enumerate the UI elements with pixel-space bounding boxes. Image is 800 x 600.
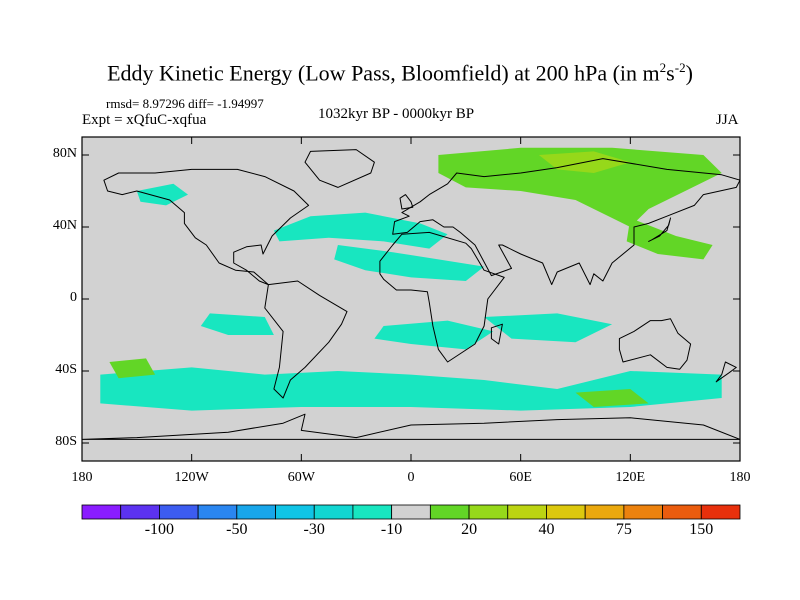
colorbar-label: -100: [144, 521, 175, 538]
title-end: ): [685, 60, 693, 86]
period-label: 1032kyr BP - 0000kyr BP: [318, 106, 475, 122]
coastline-antarctica: [82, 413, 740, 440]
coastline-uk: [399, 194, 414, 210]
coastline-south-america: [264, 280, 348, 399]
title-text: Eddy Kinetic Energy (Low Pass, Bloomfiel…: [107, 60, 660, 86]
title-mid: s: [666, 60, 675, 86]
region-south-indian-positive: [575, 389, 649, 407]
stats-label: rmsd= 8.97296 diff= -1.94997: [106, 96, 264, 111]
colorbar-label: 20: [461, 521, 478, 538]
colorbar-swatch: [662, 504, 702, 520]
colorbar-swatch: [275, 504, 315, 520]
region-east-asia-extension: [626, 218, 713, 260]
colorbar-swatch: [507, 504, 547, 520]
coastline-greenland: [304, 149, 375, 188]
region-north-pacific-anomaly: [136, 183, 188, 206]
y-tick-label: 40N: [52, 218, 77, 233]
colorbar-label: 40: [538, 521, 555, 538]
coastline-new-zealand: [715, 361, 737, 383]
region-north-atlantic-band: [273, 212, 448, 249]
map-title: Eddy Kinetic Energy (Low Pass, Bloomfiel…: [0, 60, 800, 86]
y-tick-label: 40S: [55, 362, 77, 377]
colorbar-label: -30: [303, 521, 325, 538]
colorbar-label: 75: [615, 521, 632, 538]
colorbar-swatch: [313, 504, 354, 520]
colorbar-swatch: [468, 504, 509, 520]
plot-area: [82, 137, 740, 461]
region-indian-ocean-patch: [484, 313, 613, 343]
coastline-africa: [379, 231, 505, 363]
coastline-australia: [618, 318, 692, 370]
x-tick-label: 60E: [509, 470, 532, 485]
colorbar-swatch: [352, 504, 393, 520]
y-tick-label: 80N: [52, 146, 77, 161]
colorbar: [81, 504, 741, 520]
colorbar-swatch: [623, 504, 663, 520]
coastline-madagascar: [490, 323, 503, 345]
colorbar-swatch: [120, 504, 160, 520]
colorbar-label: -10: [380, 521, 403, 538]
colorbar-swatch: [429, 504, 470, 520]
colorbar-swatch: [546, 504, 586, 520]
y-tick-label: 80S: [55, 434, 77, 449]
region-south-atlantic-band: [374, 320, 494, 350]
coastline-north-america: [103, 168, 310, 286]
title-sup-2: -2: [674, 60, 686, 75]
x-tick-label: 0: [407, 470, 415, 485]
experiment-label: Expt = xQfuC-xqfua: [82, 112, 207, 128]
colorbar-swatch: [584, 504, 625, 520]
coastline-eurasia: [392, 158, 740, 286]
colorbar-swatch: [197, 504, 238, 520]
colorbar-swatch: [700, 504, 741, 520]
region-eurasian-arctic-band: [438, 147, 722, 227]
x-tick-label: 180: [729, 470, 751, 485]
region-south-pacific-positive: [109, 358, 156, 379]
colorbar-swatch: [391, 504, 431, 520]
colorbar-swatch: [236, 504, 276, 520]
x-tick-label: 180: [71, 470, 93, 485]
colorbar-swatch: [159, 504, 199, 520]
colorbar-swatch: [81, 504, 122, 520]
coastlines: [82, 149, 740, 440]
colorbar-label: -50: [226, 521, 248, 538]
x-tick-label: 120W: [174, 470, 209, 485]
y-tick-label: 0: [70, 290, 77, 305]
x-tick-label: 60W: [287, 470, 315, 485]
coastline-japan: [648, 217, 671, 242]
axis-ticks: [81, 137, 741, 461]
x-tick-label: 120E: [615, 470, 646, 485]
region-subtropical-atlantic-africa: [334, 245, 485, 281]
season-label: JJA: [716, 112, 739, 128]
title-sup-1: 2: [659, 60, 667, 75]
colorbar-label: 150: [689, 521, 714, 538]
region-south-pacific-band: [200, 313, 274, 335]
region-southern-ocean-band: [100, 367, 722, 411]
